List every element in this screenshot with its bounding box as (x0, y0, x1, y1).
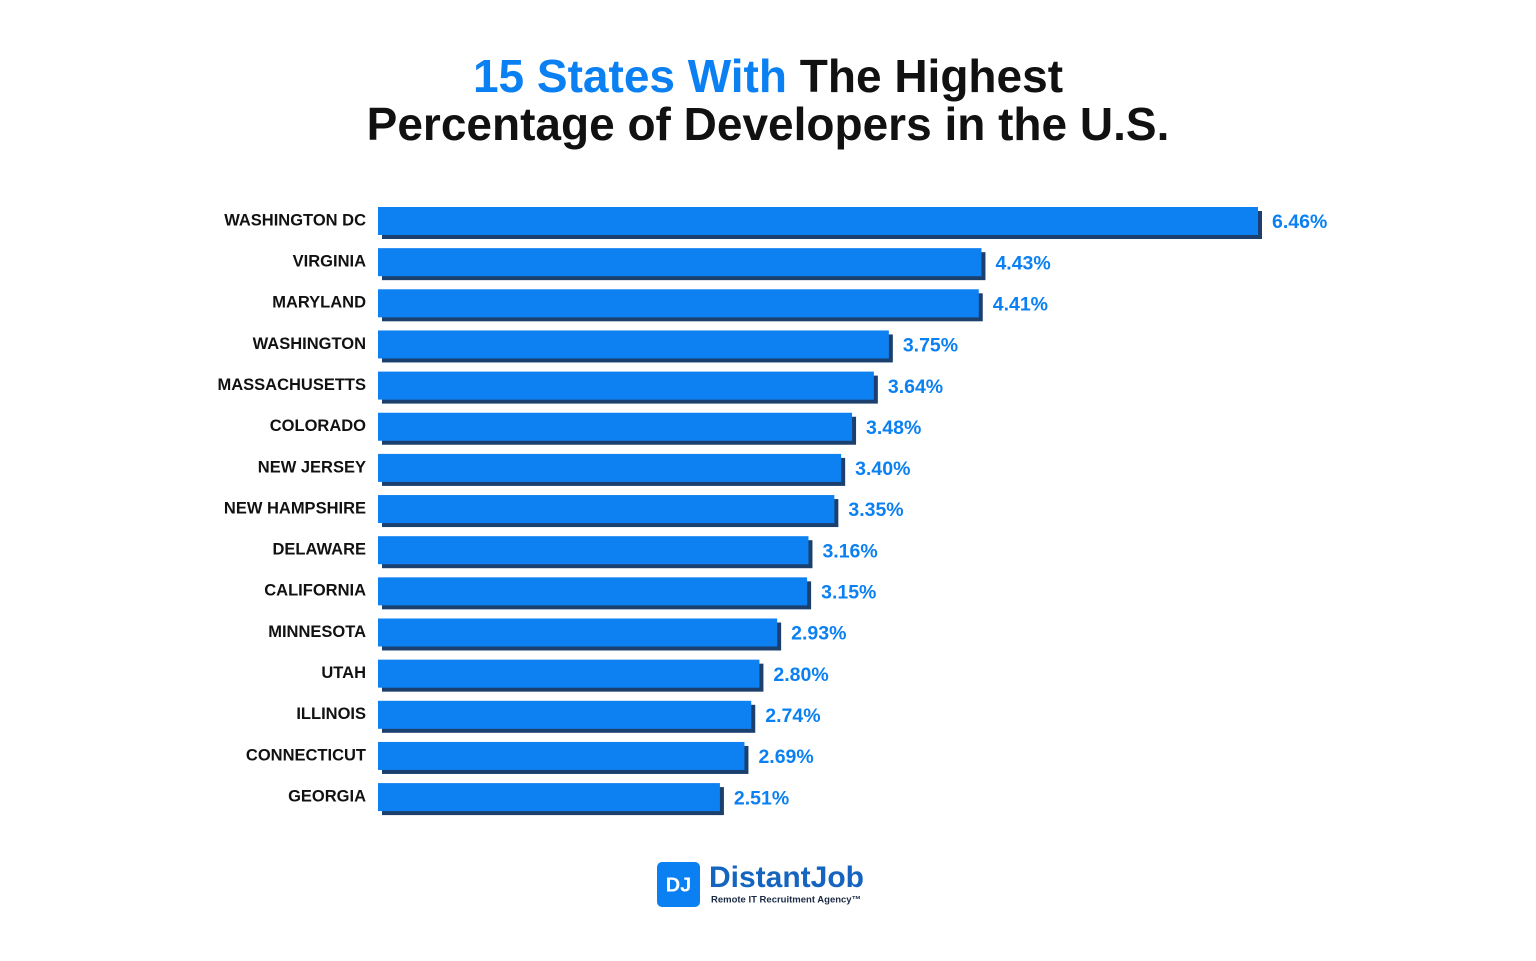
y-tick-label: MASSACHUSETTS (217, 376, 366, 394)
y-tick-label: COLORADO (270, 417, 366, 435)
bar (378, 412, 853, 441)
data-label: 3.40% (855, 458, 910, 480)
chart-title: 15 States With The Highest (473, 50, 1063, 102)
data-label: 2.80% (773, 664, 828, 686)
y-tick-label: GEORGIA (288, 787, 366, 805)
data-label: 2.69% (758, 746, 813, 768)
title-highlight: 15 States With (473, 50, 787, 102)
y-tick-label: CONNECTICUT (246, 746, 366, 764)
bar (378, 248, 982, 277)
y-tick-label: NEW JERSEY (258, 458, 366, 476)
data-label: 3.16% (822, 540, 877, 562)
data-label: 2.51% (734, 787, 789, 809)
y-tick-label: DELAWARE (272, 541, 366, 559)
bar (378, 741, 745, 770)
data-label: 3.48% (866, 417, 921, 439)
data-label: 3.15% (821, 582, 876, 604)
y-tick-label: WASHINGTON DC (224, 211, 366, 229)
data-label: 3.35% (848, 499, 903, 521)
bar (378, 659, 760, 688)
bar (378, 577, 808, 606)
data-label: 2.74% (765, 705, 820, 727)
logo-tagline: Remote IT Recruitment Agency™ (711, 895, 861, 906)
bar (378, 289, 979, 318)
bar (378, 783, 720, 812)
data-label: 4.41% (993, 293, 1048, 315)
y-tick-label: NEW HAMPSHIRE (224, 499, 366, 517)
data-label: 3.75% (903, 335, 958, 357)
data-label: 6.46% (1272, 211, 1327, 233)
bar (378, 700, 752, 729)
y-tick-label: CALIFORNIA (264, 582, 366, 600)
bar (378, 371, 874, 400)
logo-name: DistantJob (709, 861, 864, 894)
data-label: 2.93% (791, 623, 846, 645)
bar (378, 495, 835, 524)
y-tick-label: ILLINOIS (296, 705, 366, 723)
bar (378, 536, 809, 565)
bar (378, 207, 1258, 235)
data-label: 3.64% (888, 376, 943, 398)
chart-title: Percentage of Developers in the U.S. (367, 98, 1170, 150)
y-tick-label: VIRGINIA (293, 253, 366, 271)
data-label: 4.43% (995, 252, 1050, 274)
bar (378, 330, 889, 359)
y-tick-label: MINNESOTA (268, 623, 366, 641)
y-tick-label: WASHINGTON (253, 335, 366, 353)
bar (378, 618, 778, 647)
bar (378, 453, 842, 482)
logo-mark-box (657, 862, 700, 907)
y-tick-label: MARYLAND (272, 294, 366, 312)
y-tick-label: UTAH (321, 664, 366, 682)
title-text: The Highest (800, 50, 1063, 102)
logo-mark: DJ (666, 874, 692, 896)
